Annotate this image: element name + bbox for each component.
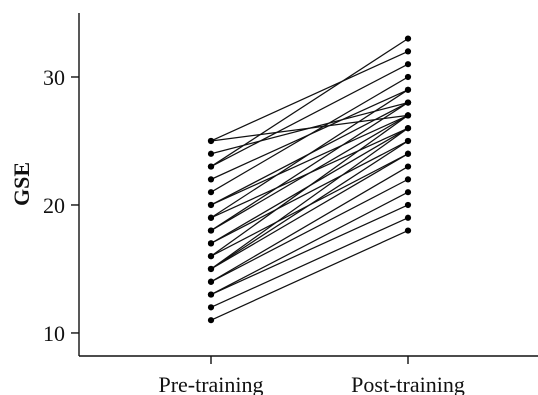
post-training-point <box>404 99 412 106</box>
post-training-point <box>404 48 412 55</box>
participant-line <box>210 63 409 168</box>
pre-training-point <box>207 150 215 157</box>
pre-training-point <box>207 304 215 311</box>
participant-line <box>210 50 409 142</box>
post-training-point <box>404 163 412 170</box>
participant-line <box>210 140 409 244</box>
y-tick-label: 10 <box>43 321 65 346</box>
participant-line <box>210 89 409 180</box>
x-tick-label: Pre-training <box>158 372 263 395</box>
post-training-point <box>404 176 412 183</box>
participant-line <box>210 230 409 321</box>
pre-training-point <box>207 253 215 260</box>
participant-line <box>210 114 409 142</box>
post-training-point <box>404 125 412 132</box>
x-tick-label: Post-training <box>351 372 465 395</box>
axes <box>71 13 538 364</box>
post-training-point <box>404 137 412 145</box>
participant-line <box>210 166 409 283</box>
participant-line <box>210 191 409 296</box>
participant-line <box>210 127 409 244</box>
series-layer <box>210 38 409 321</box>
pre-training-point <box>207 163 215 170</box>
post-training-point <box>404 214 412 221</box>
post-training-point <box>404 201 412 209</box>
marker-layer <box>207 35 412 324</box>
pre-training-point <box>207 137 215 145</box>
y-tick-label: 30 <box>43 65 65 90</box>
participant-line <box>210 127 409 270</box>
post-training-point <box>404 112 412 119</box>
pre-training-point <box>207 227 215 234</box>
post-training-point <box>404 150 412 157</box>
pre-training-point <box>207 265 215 273</box>
labels-layer: 10 20 30 Pre-training Post-training GSE <box>9 65 465 395</box>
post-training-point <box>404 35 412 42</box>
y-axis-title: GSE <box>9 162 34 206</box>
post-training-point <box>404 227 412 234</box>
pre-training-point <box>207 278 215 285</box>
pre-training-point <box>207 189 215 196</box>
pre-training-point <box>207 214 215 221</box>
participant-line <box>210 127 409 219</box>
pre-training-point <box>207 317 215 324</box>
participant-line <box>210 114 409 206</box>
participant-line <box>210 178 409 283</box>
participant-line <box>210 217 409 308</box>
participant-line <box>210 102 409 232</box>
participant-line <box>210 102 409 206</box>
post-training-point <box>404 73 412 81</box>
participant-line <box>210 153 409 270</box>
pre-training-point <box>207 291 215 298</box>
pre-training-point <box>207 240 215 247</box>
post-training-point <box>404 61 412 68</box>
y-tick-label: 20 <box>43 193 65 218</box>
participant-line <box>210 204 409 296</box>
post-training-point <box>404 189 412 196</box>
pre-training-point <box>207 201 215 209</box>
participant-line <box>210 153 409 257</box>
pre-training-point <box>207 176 215 183</box>
post-training-point <box>404 86 412 93</box>
